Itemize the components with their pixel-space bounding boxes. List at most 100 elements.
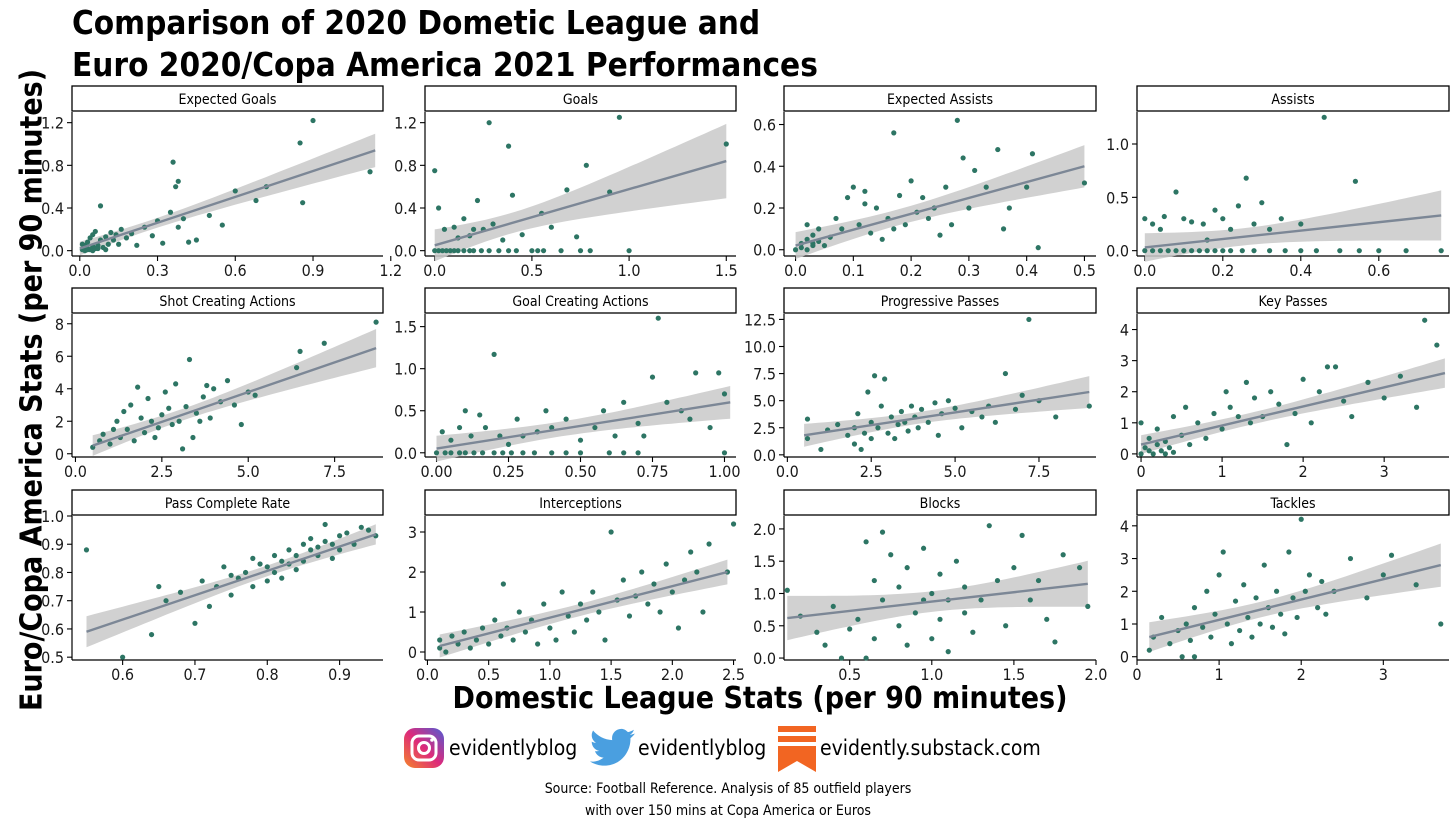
data-point: [1150, 248, 1156, 254]
data-point: [131, 438, 137, 444]
substack-link-text: evidently.substack.com: [820, 736, 1041, 760]
x-tick-label: 0.5: [477, 665, 500, 684]
data-point: [531, 450, 538, 456]
data-point: [1332, 364, 1339, 370]
x-tick-label: 0.6: [224, 261, 247, 280]
data-point: [1313, 248, 1319, 254]
data-point: [300, 541, 307, 547]
data-point: [110, 426, 117, 432]
data-point: [1257, 621, 1263, 627]
data-point: [1157, 248, 1163, 254]
data-point: [1142, 445, 1148, 451]
instagram-icon: [404, 728, 444, 768]
y-tick-label: 5.0: [753, 392, 776, 411]
data-point: [978, 597, 984, 603]
data-point: [529, 248, 535, 254]
data-point: [108, 229, 114, 236]
x-tick-label: 1.0: [538, 665, 561, 684]
data-point: [148, 418, 155, 424]
data-point: [473, 637, 480, 643]
instagram-handle[interactable]: evidentlyblog: [402, 723, 577, 773]
data-point: [1006, 205, 1012, 211]
data-point: [549, 424, 555, 431]
y-tick-label: 10.0: [744, 338, 776, 357]
data-point: [508, 450, 514, 456]
data-point: [1146, 448, 1152, 454]
x-tick-label: 0.75: [636, 462, 668, 481]
data-point: [100, 431, 106, 437]
x-tick-label: 2.0: [661, 665, 684, 684]
data-point: [1349, 413, 1355, 420]
confidence-band: [434, 123, 727, 262]
data-point: [688, 549, 694, 555]
x-tick-label: 2: [1299, 462, 1308, 481]
source-note-line-2: with over 150 mins at Copa America or Eu…: [585, 803, 871, 819]
data-point: [439, 429, 445, 435]
facet-goal-creating-actions: Goal Creating Actions 0.00 0.25 0.50 0.75 1.0…: [394, 287, 741, 481]
facet-title: Shot Creating Actions: [159, 294, 295, 310]
data-point: [577, 601, 584, 607]
data-point: [1150, 221, 1156, 227]
x-tick-label: 0.3: [146, 261, 169, 280]
y-tick-label: 0: [1120, 445, 1129, 464]
data-point: [1212, 611, 1218, 617]
data-point: [1019, 392, 1025, 398]
x-tick-label: 2.5: [150, 462, 173, 481]
data-point: [1138, 451, 1144, 457]
data-point: [121, 408, 127, 415]
data-point: [300, 200, 306, 206]
data-point: [206, 212, 212, 219]
data-point: [1267, 248, 1273, 254]
data-point: [193, 410, 199, 416]
data-point: [1347, 555, 1354, 562]
data-point: [1187, 441, 1193, 448]
data-point: [590, 589, 596, 595]
data-point: [329, 541, 335, 547]
data-point: [896, 192, 903, 199]
data-point: [192, 620, 198, 626]
data-point: [945, 398, 951, 404]
data-point: [264, 578, 270, 584]
data-point: [441, 226, 448, 232]
data-point: [935, 432, 941, 438]
data-point: [583, 162, 589, 168]
data-point: [322, 521, 328, 528]
data-point: [310, 117, 316, 124]
data-point: [486, 120, 492, 126]
data-point: [960, 155, 966, 161]
y-tick-label: 0.5: [753, 617, 776, 636]
data-point: [367, 169, 373, 175]
data-point: [1235, 203, 1241, 209]
data-point: [979, 414, 985, 420]
data-point: [193, 237, 199, 243]
data-point: [1302, 588, 1308, 594]
data-point: [908, 178, 914, 184]
facet-title: Pass Complete Rate: [165, 496, 291, 512]
facet-title: Expected Assists: [887, 92, 993, 108]
data-point: [448, 437, 454, 443]
data-point: [1212, 248, 1218, 254]
x-tick-label: 0.5: [520, 261, 543, 280]
data-point: [250, 583, 256, 590]
data-point: [891, 226, 897, 232]
data-point: [170, 159, 176, 165]
data-point: [242, 569, 249, 576]
data-point: [879, 236, 885, 242]
x-tick-label: 7.5: [1028, 462, 1051, 481]
data-point: [905, 428, 911, 434]
data-point: [84, 247, 91, 253]
data-point: [959, 425, 965, 431]
data-point: [468, 433, 474, 439]
twitter-handle[interactable]: evidentlyblog: [590, 723, 766, 773]
data-point: [1237, 627, 1243, 634]
data-point: [1251, 221, 1257, 227]
data-point: [456, 450, 463, 456]
substack-link[interactable]: evidently.substack.com: [776, 723, 1041, 773]
data-point: [1224, 621, 1230, 627]
data-point: [948, 222, 955, 228]
data-point: [84, 239, 91, 245]
data-point: [186, 356, 193, 363]
facet-title: Key Passes: [1259, 294, 1328, 310]
data-point: [1173, 248, 1179, 254]
data-point: [902, 222, 908, 228]
